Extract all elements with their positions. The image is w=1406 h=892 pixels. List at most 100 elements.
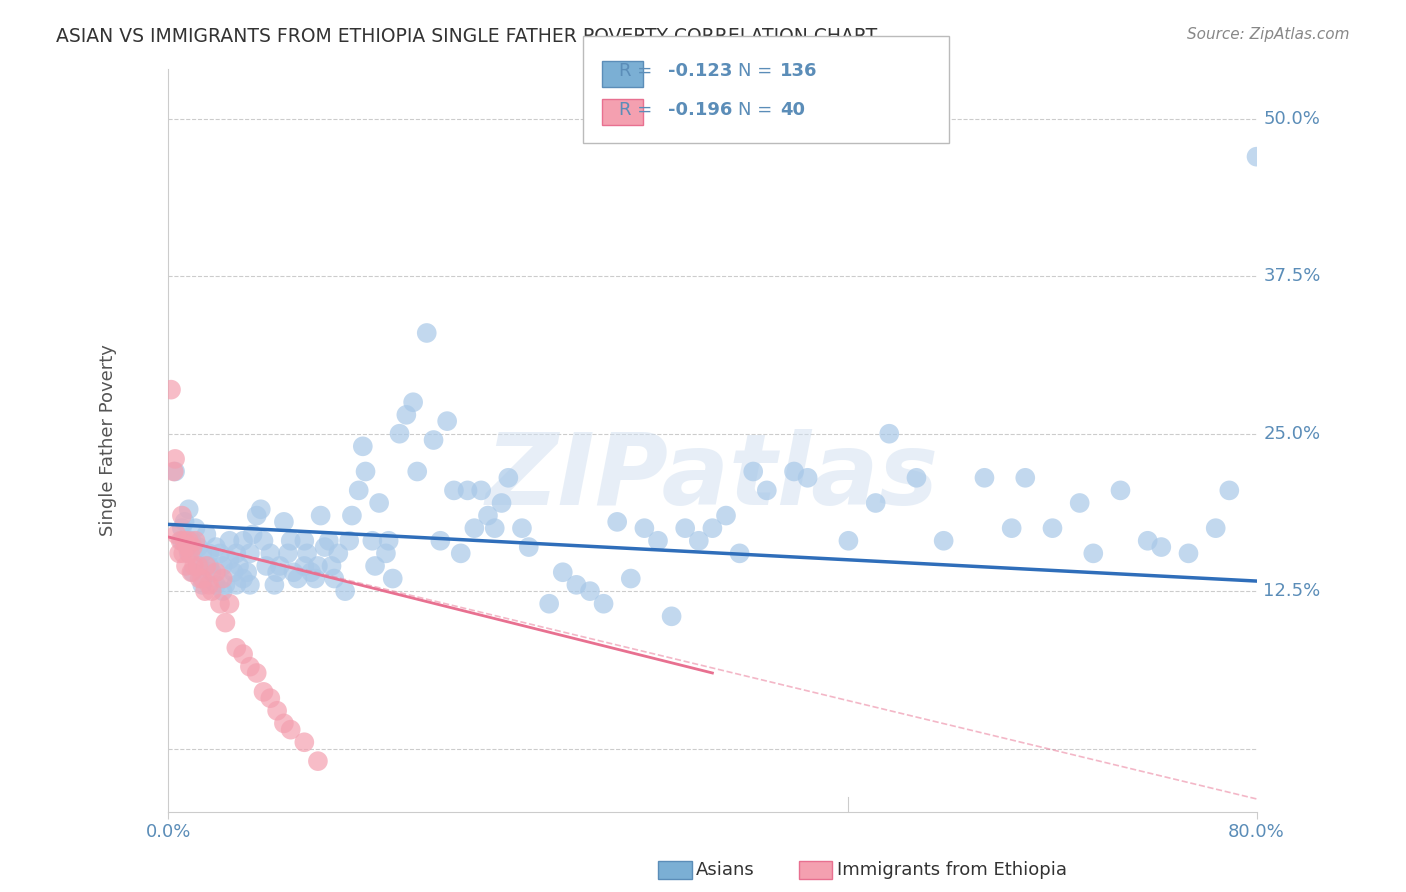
Point xyxy=(1218,483,1240,498)
Text: R =: R = xyxy=(619,101,658,119)
Point xyxy=(225,640,247,655)
Point xyxy=(195,527,218,541)
Point xyxy=(364,558,387,573)
Point xyxy=(1069,496,1091,510)
Text: 37.5%: 37.5% xyxy=(1264,268,1320,285)
Point xyxy=(783,465,806,479)
Point xyxy=(187,540,209,554)
Point xyxy=(304,572,326,586)
Point xyxy=(932,533,955,548)
Point xyxy=(184,533,207,548)
Point xyxy=(198,546,221,560)
Point xyxy=(218,597,240,611)
Point xyxy=(1177,546,1199,560)
Point xyxy=(205,566,228,580)
Point xyxy=(222,566,245,580)
Text: 25.0%: 25.0% xyxy=(1264,425,1320,442)
Point xyxy=(246,508,269,523)
Text: Asians: Asians xyxy=(696,861,755,879)
Point xyxy=(205,540,228,554)
Point xyxy=(565,578,588,592)
Point xyxy=(395,408,418,422)
Point xyxy=(1205,521,1227,535)
Point xyxy=(510,521,533,535)
Point xyxy=(228,558,250,573)
Point xyxy=(323,572,346,586)
Point xyxy=(688,533,710,548)
Text: -0.196: -0.196 xyxy=(668,101,733,119)
Point xyxy=(299,566,322,580)
Point xyxy=(1136,533,1159,548)
Point xyxy=(333,584,356,599)
Point xyxy=(1150,540,1173,554)
Point xyxy=(318,533,340,548)
Text: 40: 40 xyxy=(780,101,806,119)
Point xyxy=(381,572,404,586)
Point xyxy=(307,754,329,768)
Text: Single Father Poverty: Single Father Poverty xyxy=(100,344,118,536)
Point xyxy=(661,609,683,624)
Point xyxy=(232,533,254,548)
Point xyxy=(165,451,187,466)
Point xyxy=(280,533,302,548)
Point xyxy=(163,465,186,479)
Point xyxy=(368,496,391,510)
Point xyxy=(352,439,374,453)
Point xyxy=(337,533,360,548)
Point xyxy=(179,546,201,560)
Point xyxy=(314,540,336,554)
Point xyxy=(498,471,520,485)
Point xyxy=(328,546,350,560)
Point xyxy=(1042,521,1064,535)
Point xyxy=(170,521,193,535)
Point xyxy=(191,546,214,560)
Point xyxy=(208,597,231,611)
Text: Source: ZipAtlas.com: Source: ZipAtlas.com xyxy=(1187,27,1350,42)
Point xyxy=(169,533,191,548)
Point xyxy=(194,584,217,599)
Point xyxy=(173,515,195,529)
Point xyxy=(269,558,291,573)
Point xyxy=(273,515,295,529)
Point xyxy=(429,533,451,548)
Point xyxy=(211,572,233,586)
Point xyxy=(173,533,195,548)
Point xyxy=(205,578,228,592)
Point xyxy=(377,533,399,548)
Point xyxy=(225,546,247,560)
Point xyxy=(361,533,384,548)
Point xyxy=(232,572,254,586)
Point xyxy=(198,558,221,573)
Point xyxy=(416,326,439,340)
Point xyxy=(236,566,259,580)
Point xyxy=(491,496,513,510)
Point xyxy=(620,572,643,586)
Point xyxy=(292,735,315,749)
Point xyxy=(214,615,236,630)
Point xyxy=(180,566,202,580)
Point xyxy=(436,414,458,428)
Point xyxy=(239,546,262,560)
Text: -0.123: -0.123 xyxy=(668,62,733,80)
Point xyxy=(259,546,281,560)
Text: 50.0%: 50.0% xyxy=(1264,110,1320,128)
Point xyxy=(208,546,231,560)
Point xyxy=(714,508,737,523)
Point xyxy=(232,647,254,661)
Text: R =: R = xyxy=(619,62,658,80)
Point xyxy=(1083,546,1105,560)
Point xyxy=(246,665,269,680)
Point xyxy=(252,533,274,548)
Point xyxy=(973,471,995,485)
Point xyxy=(517,540,540,554)
Point xyxy=(673,521,696,535)
Point xyxy=(191,572,214,586)
Point xyxy=(218,552,240,566)
Point xyxy=(457,483,479,498)
Point xyxy=(728,546,751,560)
Point xyxy=(538,597,561,611)
Point xyxy=(177,546,200,560)
Point xyxy=(647,533,669,548)
Point xyxy=(287,572,309,586)
Point xyxy=(702,521,724,535)
